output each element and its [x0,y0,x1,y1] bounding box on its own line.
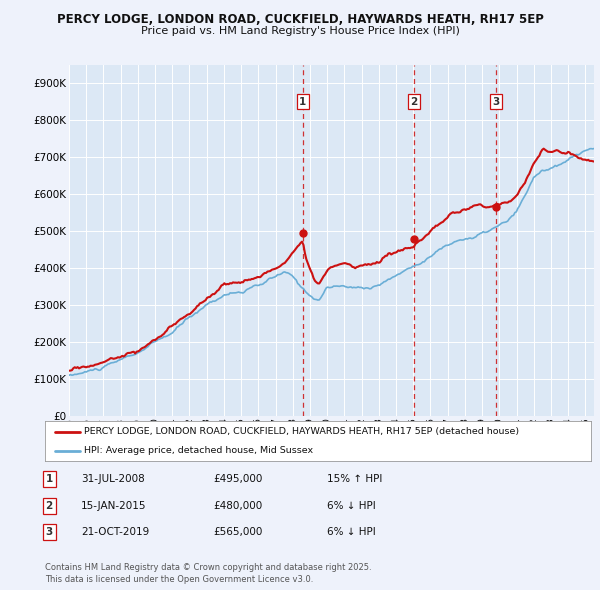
Text: 3: 3 [492,97,500,107]
Text: 2: 2 [46,501,53,510]
Text: £495,000: £495,000 [213,474,262,484]
Text: HPI: Average price, detached house, Mid Sussex: HPI: Average price, detached house, Mid … [85,447,313,455]
Text: 6% ↓ HPI: 6% ↓ HPI [327,527,376,537]
Text: 1: 1 [299,97,307,107]
Text: 1: 1 [46,474,53,484]
Text: 15% ↑ HPI: 15% ↑ HPI [327,474,382,484]
Text: 3: 3 [46,527,53,537]
Text: 15-JAN-2015: 15-JAN-2015 [81,501,146,510]
Text: Price paid vs. HM Land Registry's House Price Index (HPI): Price paid vs. HM Land Registry's House … [140,26,460,36]
Text: PERCY LODGE, LONDON ROAD, CUCKFIELD, HAYWARDS HEATH, RH17 5EP: PERCY LODGE, LONDON ROAD, CUCKFIELD, HAY… [56,13,544,26]
Text: 21-OCT-2019: 21-OCT-2019 [81,527,149,537]
Text: £565,000: £565,000 [213,527,262,537]
Text: £480,000: £480,000 [213,501,262,510]
Text: 31-JUL-2008: 31-JUL-2008 [81,474,145,484]
Text: PERCY LODGE, LONDON ROAD, CUCKFIELD, HAYWARDS HEATH, RH17 5EP (detached house): PERCY LODGE, LONDON ROAD, CUCKFIELD, HAY… [85,427,520,436]
Text: Contains HM Land Registry data © Crown copyright and database right 2025.
This d: Contains HM Land Registry data © Crown c… [45,563,371,584]
Text: 6% ↓ HPI: 6% ↓ HPI [327,501,376,510]
Text: 2: 2 [410,97,418,107]
